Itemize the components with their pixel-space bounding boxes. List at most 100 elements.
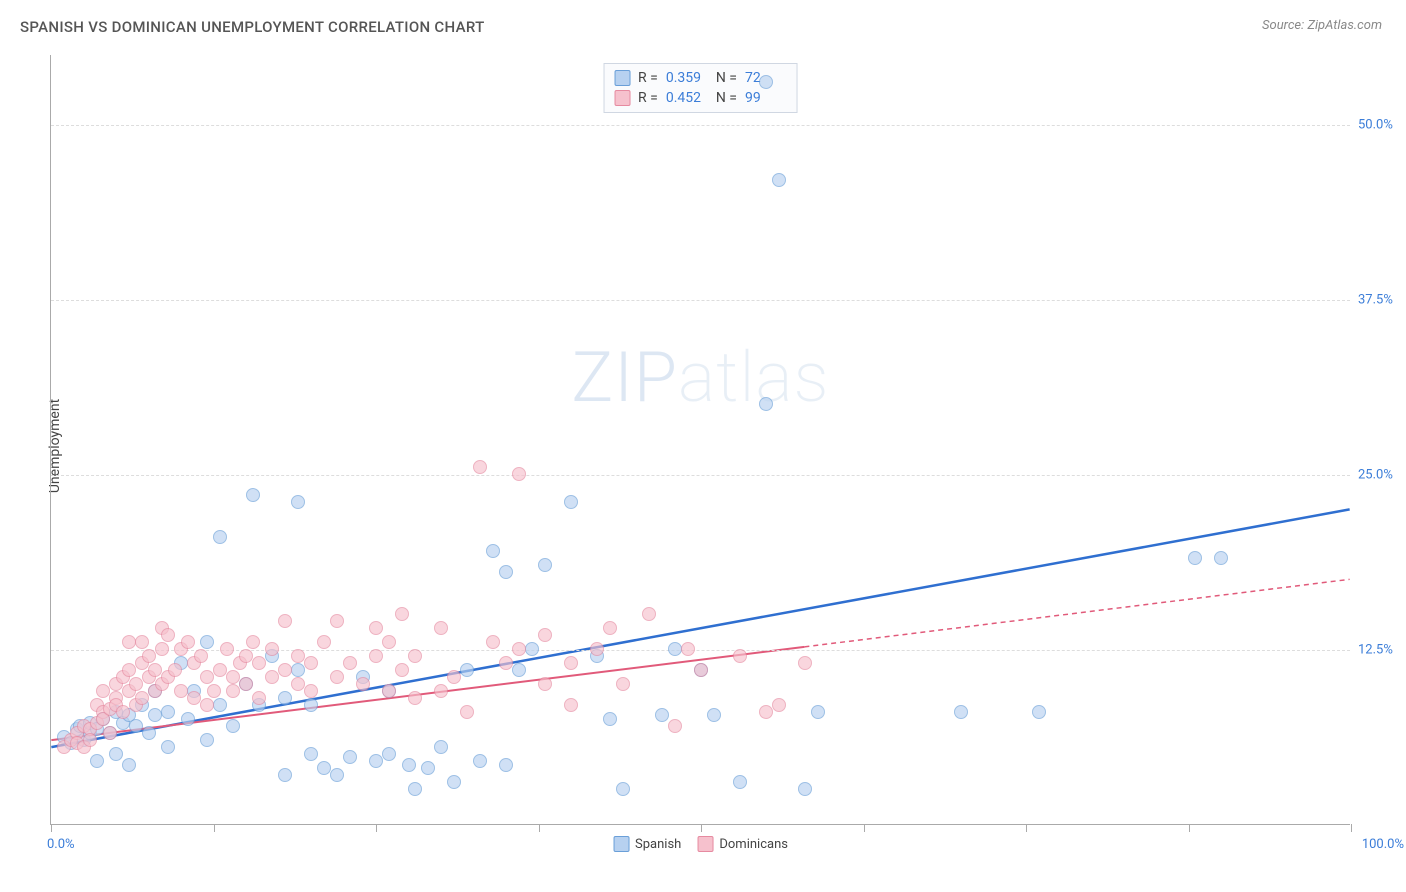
- scatter-point: [155, 642, 169, 656]
- scatter-point: [116, 705, 130, 719]
- scatter-point: [759, 75, 773, 89]
- r-value-spanish: 0.359: [666, 70, 708, 86]
- scatter-point: [954, 705, 968, 719]
- scatter-point: [408, 691, 422, 705]
- scatter-point: [226, 719, 240, 733]
- scatter-point: [239, 677, 253, 691]
- scatter-point: [369, 621, 383, 635]
- scatter-point: [382, 635, 396, 649]
- scatter-point: [408, 782, 422, 796]
- x-tick: [214, 824, 215, 832]
- stats-row-dominicans: R = 0.452 N = 99: [614, 88, 787, 108]
- scatter-point: [772, 698, 786, 712]
- scatter-point: [499, 565, 513, 579]
- gridline: [51, 125, 1350, 126]
- scatter-point: [356, 677, 370, 691]
- r-label: R =: [638, 90, 658, 106]
- legend-item-spanish: Spanish: [613, 836, 681, 852]
- scatter-point: [616, 782, 630, 796]
- scatter-point: [200, 733, 214, 747]
- scatter-point: [168, 663, 182, 677]
- scatter-point: [246, 488, 260, 502]
- source-attribution: Source: ZipAtlas.com: [1262, 18, 1382, 33]
- y-tick-label: 25.0%: [1358, 468, 1406, 483]
- scatter-point: [395, 663, 409, 677]
- scatter-point: [473, 460, 487, 474]
- scatter-point: [291, 663, 305, 677]
- scatter-point: [161, 705, 175, 719]
- scatter-point: [226, 670, 240, 684]
- y-tick-label: 50.0%: [1358, 118, 1406, 133]
- scatter-point: [252, 656, 266, 670]
- scatter-point: [382, 747, 396, 761]
- plot-area: ZIPatlas R = 0.359 N = 72 R = 0.452 N = …: [50, 55, 1350, 825]
- scatter-point: [122, 635, 136, 649]
- scatter-point: [759, 397, 773, 411]
- scatter-point: [655, 708, 669, 722]
- scatter-point: [161, 628, 175, 642]
- scatter-point: [291, 677, 305, 691]
- x-tick: [51, 824, 52, 832]
- scatter-point: [265, 642, 279, 656]
- scatter-point: [174, 684, 188, 698]
- swatch-spanish: [614, 70, 630, 86]
- scatter-point: [278, 691, 292, 705]
- scatter-point: [207, 684, 221, 698]
- scatter-point: [330, 768, 344, 782]
- chart-container: SPANISH VS DOMINICAN UNEMPLOYMENT CORREL…: [0, 0, 1406, 892]
- scatter-point: [525, 642, 539, 656]
- n-label: N =: [716, 90, 737, 106]
- scatter-point: [200, 698, 214, 712]
- legend-item-dominicans: Dominicans: [697, 836, 788, 852]
- scatter-point: [122, 663, 136, 677]
- scatter-point: [181, 712, 195, 726]
- scatter-point: [538, 628, 552, 642]
- scatter-point: [142, 649, 156, 663]
- scatter-point: [90, 754, 104, 768]
- x-tick: [864, 824, 865, 832]
- scatter-point: [161, 740, 175, 754]
- scatter-point: [213, 530, 227, 544]
- swatch-dominicans: [614, 90, 630, 106]
- scatter-point: [1188, 551, 1202, 565]
- scatter-point: [142, 726, 156, 740]
- scatter-point: [330, 614, 344, 628]
- scatter-point: [798, 656, 812, 670]
- scatter-point: [194, 649, 208, 663]
- scatter-point: [343, 750, 357, 764]
- scatter-point: [265, 670, 279, 684]
- scatter-point: [382, 684, 396, 698]
- scatter-point: [148, 663, 162, 677]
- chart-title: SPANISH VS DOMINICAN UNEMPLOYMENT CORREL…: [20, 18, 485, 36]
- scatter-point: [538, 677, 552, 691]
- trend-lines-layer: [51, 55, 1350, 824]
- x-tick: [376, 824, 377, 832]
- scatter-point: [129, 719, 143, 733]
- scatter-point: [395, 607, 409, 621]
- scatter-point: [668, 719, 682, 733]
- scatter-point: [343, 656, 357, 670]
- scatter-point: [109, 747, 123, 761]
- scatter-point: [811, 705, 825, 719]
- scatter-point: [369, 649, 383, 663]
- scatter-point: [798, 782, 812, 796]
- scatter-point: [512, 663, 526, 677]
- legend-swatch-dominicans: [697, 836, 713, 852]
- x-tick: [701, 824, 702, 832]
- scatter-point: [642, 607, 656, 621]
- y-tick-label: 37.5%: [1358, 293, 1406, 308]
- scatter-point: [603, 621, 617, 635]
- scatter-point: [512, 467, 526, 481]
- source-label: Source:: [1262, 18, 1304, 33]
- scatter-point: [135, 691, 149, 705]
- scatter-point: [408, 649, 422, 663]
- scatter-point: [103, 726, 117, 740]
- scatter-point: [239, 649, 253, 663]
- y-tick-label: 12.5%: [1358, 643, 1406, 658]
- scatter-point: [1032, 705, 1046, 719]
- scatter-point: [590, 642, 604, 656]
- scatter-point: [499, 656, 513, 670]
- scatter-point: [291, 495, 305, 509]
- scatter-point: [187, 691, 201, 705]
- scatter-point: [148, 708, 162, 722]
